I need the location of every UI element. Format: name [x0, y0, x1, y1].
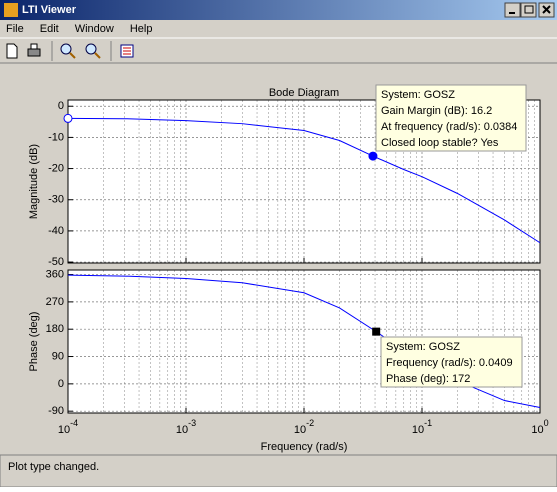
y-tick-label: 360 — [46, 268, 64, 280]
minimize-button[interactable] — [504, 2, 521, 18]
window-buttons — [504, 2, 555, 18]
chart-title: Bode Diagram — [269, 87, 339, 99]
new-icon — [6, 43, 18, 59]
toolbar — [3, 41, 136, 61]
y-tick-label: 180 — [46, 323, 64, 335]
x-tick-exponent: -2 — [306, 418, 314, 428]
x-axis-label: Frequency (rad/s) — [261, 441, 348, 453]
y-tick-label: -50 — [48, 256, 64, 268]
y-axis-label: Phase (deg) — [28, 312, 40, 372]
menu-item[interactable]: Edit — [40, 23, 59, 35]
zoom-out-icon — [85, 43, 97, 55]
x-tick-base: 10 — [531, 424, 543, 436]
datatip-marker — [372, 327, 381, 336]
x-tick-label: 10-1 — [412, 418, 432, 436]
y-tick-label: -40 — [48, 225, 64, 237]
datatip-marker — [63, 113, 73, 123]
x-tick-exponent: -3 — [188, 418, 196, 428]
datatip-line: Gain Margin (dB): 16.2 — [381, 105, 492, 117]
datatip-line: Closed loop stable? Yes — [381, 137, 499, 149]
zoom-out-handle — [94, 52, 101, 59]
status-bar — [0, 454, 557, 488]
zoom-in-icon — [60, 43, 72, 55]
x-tick-exponent: 0 — [544, 418, 549, 428]
y-tick-label: -20 — [48, 162, 64, 174]
y-tick-label: 90 — [52, 350, 64, 362]
y-axis-label: Magnitude (dB) — [28, 144, 40, 219]
title-bar — [0, 0, 557, 20]
y-tick-label: -90 — [48, 405, 64, 417]
y-tick-label: -30 — [48, 194, 64, 206]
close-glyph — [542, 5, 551, 14]
menu-item[interactable]: Window — [75, 23, 114, 35]
bode-curve — [67, 117, 541, 244]
plot-config-lines — [123, 47, 131, 55]
x-tick-exponent: -1 — [424, 418, 432, 428]
y-tick-label: 270 — [46, 296, 64, 308]
datatip-line: At frequency (rad/s): 0.0384 — [381, 121, 517, 133]
plot-frame — [67, 99, 541, 264]
menu-bar: File Edit Window Help — [6, 23, 152, 35]
zoom-in-handle — [69, 52, 76, 59]
datatip-line: System: GOSZ — [381, 89, 455, 101]
x-tick-base: 10 — [176, 424, 188, 436]
x-tick-base: 10 — [294, 424, 306, 436]
menu-item[interactable]: File — [6, 23, 24, 35]
x-tick-label: 100 — [531, 418, 548, 436]
y-tick-label: 0 — [58, 100, 64, 112]
datatip-box — [375, 84, 527, 152]
app-icon — [4, 3, 18, 17]
datatip-line: Phase (deg): 172 — [386, 373, 470, 385]
x-tick-label: 10-3 — [176, 418, 196, 436]
status-text: Plot type changed. — [8, 461, 99, 473]
datatip-line: System: GOSZ — [386, 341, 460, 353]
x-tick-label: 10-4 — [58, 418, 78, 436]
print-paper — [30, 43, 38, 50]
window-title: LTI Viewer — [22, 4, 77, 16]
menu-item[interactable]: Help — [130, 23, 153, 35]
maximize-button[interactable] — [520, 2, 537, 18]
plot-frame — [67, 269, 541, 414]
datatip-marker — [368, 151, 378, 161]
x-tick-exponent: -4 — [70, 418, 78, 428]
y-tick-label: 0 — [58, 378, 64, 390]
maximize-glyph — [524, 5, 534, 14]
y-tick-label: -10 — [48, 131, 64, 143]
print-icon — [27, 48, 41, 57]
x-tick-base: 10 — [412, 424, 424, 436]
x-tick-base: 10 — [58, 424, 70, 436]
datatip-line: Frequency (rad/s): 0.0409 — [386, 357, 513, 369]
x-tick-label: 10-2 — [294, 418, 314, 436]
datatip-box — [380, 336, 523, 388]
